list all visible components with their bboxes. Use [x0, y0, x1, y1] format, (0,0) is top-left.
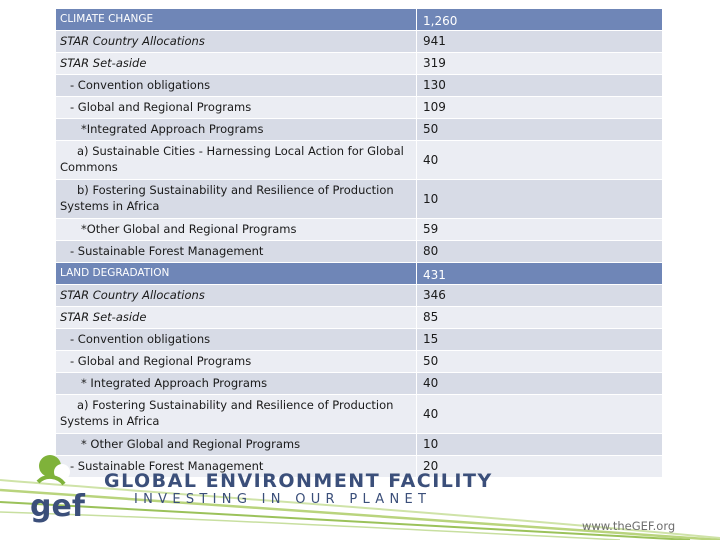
- row-value: 941: [416, 30, 663, 53]
- row-value: 1,260: [416, 8, 663, 31]
- row-label: STAR Set-aside: [55, 306, 417, 329]
- website-url: www.theGEF.org: [582, 519, 676, 533]
- row-label: *Other Global and Regional Programs: [55, 218, 417, 241]
- table-row: CLIMATE CHANGE 1,260: [55, 8, 663, 31]
- row-value: 50: [416, 350, 663, 373]
- row-label: STAR Country Allocations: [55, 30, 417, 53]
- row-label: * Other Global and Regional Programs: [55, 433, 417, 456]
- row-value: 10: [416, 433, 663, 456]
- row-value: 40: [416, 394, 663, 434]
- table-row: - Convention obligations 15: [55, 328, 663, 351]
- organization-name: GLOBAL ENVIRONMENT FACILITY: [104, 470, 493, 492]
- table-row: STAR Set-aside 85: [55, 306, 663, 329]
- row-value: 80: [416, 240, 663, 263]
- table-row: * Integrated Approach Programs 40: [55, 372, 663, 395]
- table-row: * Other Global and Regional Programs 10: [55, 433, 663, 456]
- row-label: a) Sustainable Cities - Harnessing Local…: [55, 140, 417, 180]
- row-value: 59: [416, 218, 663, 241]
- organization-tagline: INVESTING IN OUR PLANET: [134, 492, 432, 507]
- row-value: 130: [416, 74, 663, 97]
- table-row: STAR Country Allocations 941: [55, 30, 663, 53]
- table-row: STAR Set-aside 319: [55, 52, 663, 75]
- row-value: 431: [416, 262, 663, 285]
- row-label: *Integrated Approach Programs: [55, 118, 417, 141]
- row-value: 40: [416, 140, 663, 180]
- row-value: 10: [416, 179, 663, 219]
- table-row: STAR Country Allocations 346: [55, 284, 663, 307]
- row-label: STAR Country Allocations: [55, 284, 417, 307]
- row-value: 50: [416, 118, 663, 141]
- row-label: a) Fostering Sustainability and Resilien…: [55, 394, 417, 434]
- row-value: 40: [416, 372, 663, 395]
- table-row: *Other Global and Regional Programs 59: [55, 218, 663, 241]
- row-value: 109: [416, 96, 663, 119]
- row-label: STAR Set-aside: [55, 52, 417, 75]
- table-row: a) Fostering Sustainability and Resilien…: [55, 394, 663, 434]
- table-row: LAND DEGRADATION 431: [55, 262, 663, 285]
- table-row: - Sustainable Forest Management 80: [55, 240, 663, 263]
- footer-swoosh-decoration: [0, 479, 720, 540]
- row-value: 346: [416, 284, 663, 307]
- logo-mark-text: gef: [30, 489, 86, 524]
- allocation-table: CLIMATE CHANGE 1,260 STAR Country Alloca…: [55, 8, 663, 478]
- row-value: 20: [416, 455, 663, 478]
- table-row: - Global and Regional Programs 50: [55, 350, 663, 373]
- row-label: - Sustainable Forest Management: [55, 240, 417, 263]
- row-label: * Integrated Approach Programs: [55, 372, 417, 395]
- row-label: - Sustainable Forest Management: [55, 455, 417, 478]
- row-label: - Convention obligations: [55, 328, 417, 351]
- row-label: b) Fostering Sustainability and Resilien…: [55, 179, 417, 219]
- row-label: - Global and Regional Programs: [55, 96, 417, 119]
- table-row: - Sustainable Forest Management 20: [55, 455, 663, 478]
- table-row: - Convention obligations 130: [55, 74, 663, 97]
- row-value: 15: [416, 328, 663, 351]
- row-label: - Global and Regional Programs: [55, 350, 417, 373]
- gef-logo-icon: gef: [30, 455, 86, 524]
- table-row: b) Fostering Sustainability and Resilien…: [55, 179, 663, 219]
- table-row: *Integrated Approach Programs 50: [55, 118, 663, 141]
- row-label: LAND DEGRADATION: [55, 262, 417, 285]
- row-label: CLIMATE CHANGE: [55, 8, 417, 31]
- table-row: a) Sustainable Cities - Harnessing Local…: [55, 140, 663, 180]
- row-label: - Convention obligations: [55, 74, 417, 97]
- row-value: 85: [416, 306, 663, 329]
- table-row: - Global and Regional Programs 109: [55, 96, 663, 119]
- row-value: 319: [416, 52, 663, 75]
